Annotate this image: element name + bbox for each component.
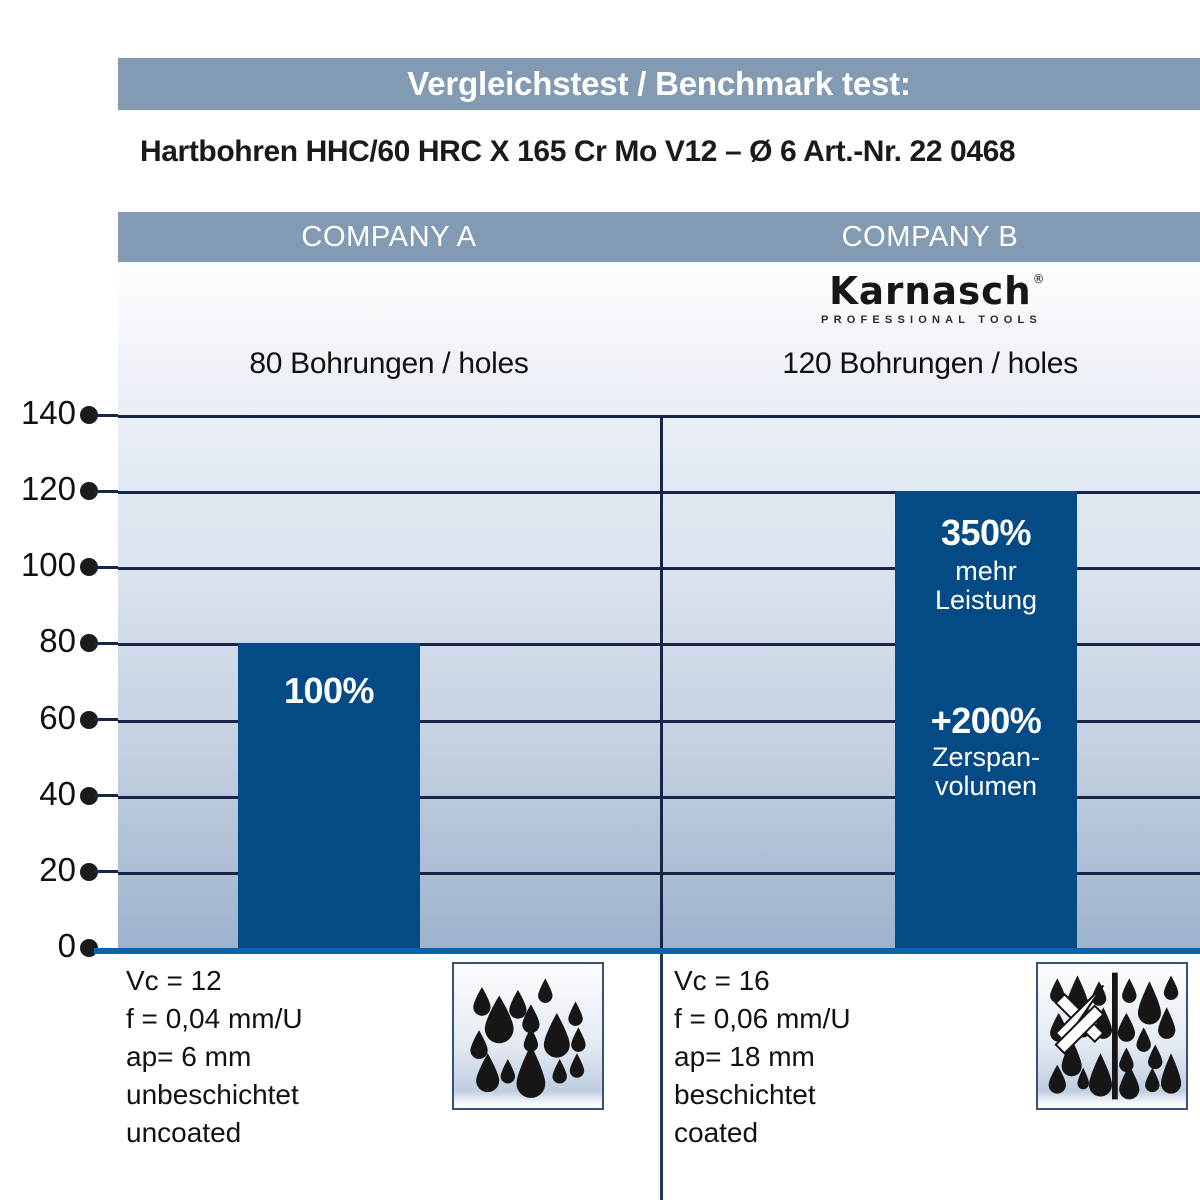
bar-a-label-percent: 100% bbox=[283, 670, 375, 712]
karnasch-logo-text: Karnasch bbox=[828, 269, 1032, 313]
karnasch-logo-wordmark: Karnasch ® bbox=[828, 269, 1044, 313]
y-tick-stub bbox=[94, 489, 118, 493]
y-tick-stub bbox=[94, 641, 118, 645]
spec-b-coating-de: beschichtet bbox=[674, 1079, 816, 1111]
y-tick-dot bbox=[80, 939, 98, 957]
company-b-specs: Vc = 16 f = 0,06 mm/U ap= 18 mm beschich… bbox=[674, 962, 851, 1152]
y-tick-stub bbox=[94, 870, 118, 874]
gridline-20 bbox=[118, 871, 1200, 875]
spec-b-vc: Vc = 16 bbox=[674, 965, 770, 996]
bar-company-a: 100% bbox=[238, 643, 420, 948]
spec-b-ap: ap= 18 mm bbox=[674, 1041, 815, 1073]
upper-info-panel: 80 Bohrungen / holes Karnasch ® PROFESSI… bbox=[118, 262, 1200, 415]
company-a-holes: 80 Bohrungen / holes bbox=[249, 347, 529, 380]
y-tick-dot bbox=[80, 862, 98, 881]
company-a-header: COMPANY A bbox=[301, 220, 477, 253]
footer-column-divider bbox=[660, 954, 663, 1200]
karnasch-logo: Karnasch ® PROFESSIONAL TOOLS bbox=[660, 269, 1200, 326]
y-axis: 140 120 100 80 60 40 bbox=[0, 394, 118, 964]
y-tick-label-120: 120 bbox=[20, 470, 76, 508]
y-tick-label-80: 80 bbox=[39, 622, 76, 660]
gridline-120 bbox=[118, 491, 1200, 495]
y-tick-stub bbox=[94, 948, 118, 954]
spec-b-coating-en: coated bbox=[674, 1117, 759, 1149]
y-tick-label-40: 40 bbox=[39, 774, 76, 812]
spec-a-coating-de: unbeschichtet bbox=[126, 1079, 299, 1111]
y-tick-stub bbox=[94, 413, 118, 417]
company-a-specs: Vc = 12 f = 0,04 mm/U ap= 6 mm unbeschic… bbox=[126, 962, 303, 1152]
title-band: Vergleichstest / Benchmark test: bbox=[118, 58, 1200, 110]
company-a-info: 80 Bohrungen / holes bbox=[118, 262, 660, 415]
company-header-band: COMPANY A COMPANY B bbox=[118, 212, 1200, 262]
plot-area: 100% 350% mehr Leistung +200% Zerspan-vol… bbox=[118, 415, 1200, 954]
spec-a-f: f = 0,04 mm/U bbox=[126, 1003, 303, 1035]
y-tick-label-20: 20 bbox=[39, 850, 76, 888]
registered-trademark-icon: ® bbox=[1032, 272, 1046, 286]
company-b-header: COMPANY B bbox=[841, 220, 1019, 253]
y-tick-stub bbox=[94, 565, 118, 569]
bar-b-label-volume: Zerspan-volumen bbox=[931, 742, 1041, 802]
company-b-holes: 120 Bohrungen / holes bbox=[782, 347, 1078, 380]
y-tick-dot bbox=[80, 786, 98, 805]
y-tick-label-0: 0 bbox=[57, 927, 76, 964]
spec-a-coating-en: uncoated bbox=[126, 1117, 242, 1149]
subtitle-text: Hartbohren HHC/60 HRC X 165 Cr Mo V12 – … bbox=[140, 135, 1016, 168]
spec-a-vc: Vc = 12 bbox=[126, 965, 222, 996]
gridline-140 bbox=[118, 415, 1200, 418]
footer-specs: Vc = 12 f = 0,04 mm/U ap= 6 mm unbeschic… bbox=[0, 954, 1200, 1200]
column-divider bbox=[660, 415, 663, 948]
page-title: Vergleichstest / Benchmark test: bbox=[407, 65, 911, 102]
company-b-info: Karnasch ® PROFESSIONAL TOOLS 120 Bohrun… bbox=[660, 262, 1200, 415]
karnasch-logo-tagline: PROFESSIONAL TOOLS bbox=[821, 313, 1042, 326]
y-tick-label-60: 60 bbox=[39, 698, 76, 736]
bar-b-label-percent-2: +200% bbox=[930, 700, 1042, 742]
spec-b-f: f = 0,06 mm/U bbox=[674, 1003, 851, 1035]
baseline-axis bbox=[118, 948, 1200, 954]
y-tick-dot bbox=[80, 406, 98, 424]
gridline-40 bbox=[118, 795, 1200, 799]
water-repellent-coating-icon bbox=[1036, 962, 1188, 1110]
y-tick-dot bbox=[80, 558, 98, 577]
y-tick-dot bbox=[80, 634, 98, 653]
gridline-80 bbox=[118, 643, 1200, 647]
gridline-60 bbox=[118, 719, 1200, 723]
bar-b-label-performance: mehr Leistung bbox=[934, 556, 1038, 616]
bar-company-b: 350% mehr Leistung +200% Zerspan-volumen bbox=[895, 491, 1077, 948]
y-tick-dot bbox=[80, 482, 98, 501]
y-tick-dot bbox=[80, 710, 98, 729]
gridline-100 bbox=[118, 567, 1200, 571]
bar-b-label-percent: 350% bbox=[940, 512, 1032, 554]
water-drops-icon bbox=[452, 962, 604, 1110]
y-tick-stub bbox=[94, 794, 118, 798]
y-tick-label-140: 140 bbox=[20, 394, 76, 431]
y-tick-label-100: 100 bbox=[20, 546, 76, 584]
spec-a-ap: ap= 6 mm bbox=[126, 1041, 252, 1073]
y-tick-stub bbox=[94, 718, 118, 722]
